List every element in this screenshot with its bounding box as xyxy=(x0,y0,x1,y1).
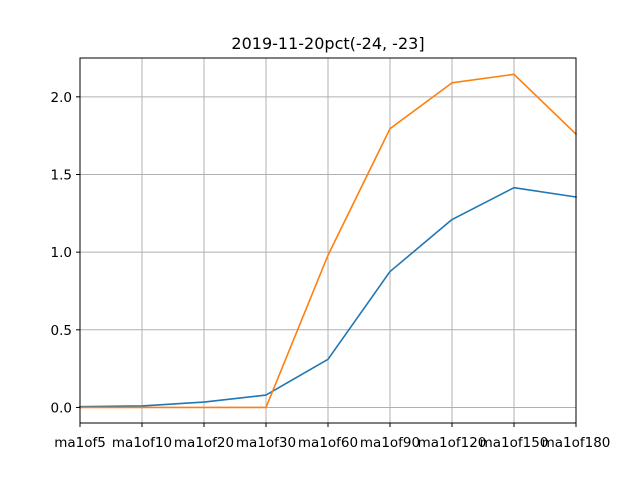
x-tick-label: ma1of150 xyxy=(480,435,549,451)
y-tick-label: 1.5 xyxy=(51,167,72,183)
x-axis: ma1of5 ma1of10 ma1of20 ma1of30 ma1of60 ma1of9… xyxy=(54,423,610,451)
series-line-2 xyxy=(79,73,578,409)
chart-title: 2019-11-20pct(-24, -23] xyxy=(231,34,424,53)
x-tick-label: ma1of180 xyxy=(542,435,611,451)
series-line-1 xyxy=(79,186,577,408)
y-axis: 0.0 0.5 1.0 1.5 2.0 xyxy=(51,90,80,416)
x-tick-label: ma1of60 xyxy=(298,435,358,451)
x-tick-label: ma1of90 xyxy=(360,435,420,451)
y-tick-label: 2.0 xyxy=(51,90,72,106)
x-tick-label: ma1of30 xyxy=(236,435,296,451)
y-tick-label: 0.5 xyxy=(51,323,72,339)
y-tick-label: 1.0 xyxy=(51,245,72,261)
series-layer xyxy=(79,73,578,409)
x-tick-label: ma1of120 xyxy=(418,435,487,451)
x-tick-label: ma1of5 xyxy=(54,435,106,451)
x-tick-label: ma1of20 xyxy=(174,435,234,451)
y-tick-label: 0.0 xyxy=(51,400,72,416)
x-tick-label: ma1of10 xyxy=(112,435,172,451)
